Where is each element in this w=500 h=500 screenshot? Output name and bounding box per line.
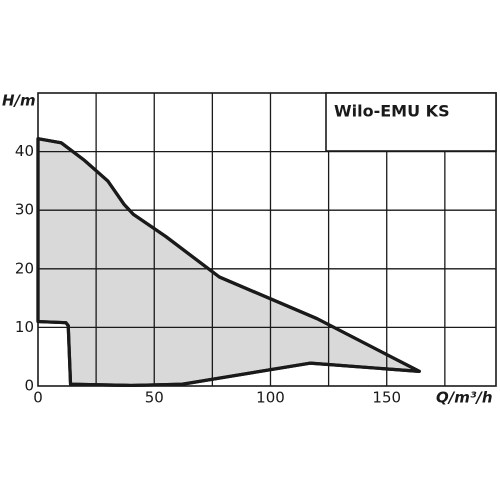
y-axis-label: H/m — [2, 92, 36, 110]
x-tick-label: 150 — [372, 389, 401, 407]
x-tick-label: 0 — [33, 389, 43, 407]
chart-title: Wilo-EMU KS — [334, 102, 450, 121]
area-border — [36, 137, 421, 388]
y-tick-label: 30 — [15, 201, 34, 219]
area-outline — [36, 137, 421, 388]
y-tick-label: 0 — [24, 377, 34, 395]
plot-frame — [37, 92, 497, 387]
legend-box — [325, 92, 497, 152]
x-tick-label: 50 — [145, 389, 164, 407]
y-tick-label: 10 — [15, 318, 34, 336]
x-tick-label: 100 — [256, 389, 285, 407]
y-tick-label: 40 — [15, 142, 34, 160]
x-axis-label: Q/m³/h — [436, 389, 493, 407]
y-tick-label: 20 — [15, 259, 34, 277]
